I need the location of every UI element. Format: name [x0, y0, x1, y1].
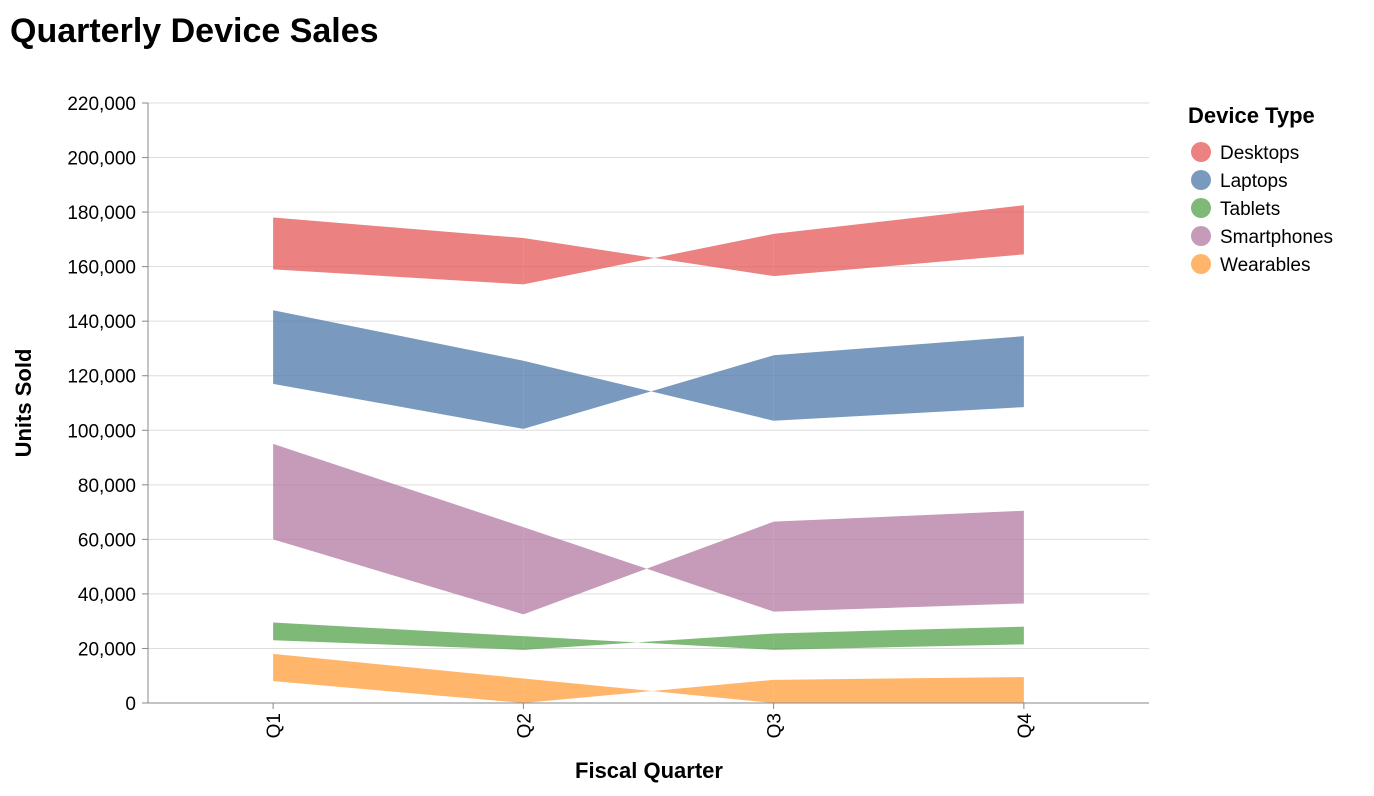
legend-swatch [1191, 198, 1211, 218]
y-axis: 0 20,000 40,000 60,000 80,000 100,000 120,000 1… [67, 94, 149, 715]
area-segment-desktops [523, 233, 774, 285]
area-segment-wearables [523, 678, 774, 703]
legend-label: Smartphones [1220, 227, 1333, 248]
area-segment-desktops [273, 217, 524, 285]
area-segment-wearables [273, 653, 524, 703]
y-tick-label: 0 [125, 694, 136, 715]
y-tick-label: 100,000 [67, 421, 136, 442]
area-segment-tablets [273, 622, 524, 650]
y-tick-label: 180,000 [67, 203, 136, 224]
legend-swatch [1191, 226, 1211, 246]
y-axis-title: Units Sold [11, 349, 36, 458]
legend-label: Wearables [1220, 255, 1310, 276]
y-tick-label: 200,000 [67, 149, 136, 170]
area-segment-laptops [273, 310, 524, 429]
y-tick-label: 160,000 [67, 258, 136, 279]
legend-swatch [1191, 254, 1211, 274]
chart-title: Quarterly Device Sales [10, 12, 379, 50]
y-tick-label: 40,000 [78, 585, 136, 606]
legend: Device Type Desktops Laptops Tablets Smartp… [1188, 103, 1333, 276]
area-segment-smartphones [273, 443, 524, 615]
x-tick-label: Q4 [1015, 713, 1036, 739]
y-tick-label: 120,000 [67, 367, 136, 388]
legend-label: Laptops [1220, 171, 1288, 192]
area-segment-wearables [773, 677, 1024, 703]
area-segment-laptops [773, 336, 1024, 421]
y-tick-label: 60,000 [78, 530, 136, 551]
legend-swatch [1191, 170, 1211, 190]
legend-label: Tablets [1220, 199, 1280, 220]
legend-swatch [1191, 142, 1211, 162]
y-tick-label: 20,000 [78, 639, 136, 660]
area-segment-desktops [773, 205, 1024, 277]
y-tick-label: 140,000 [67, 312, 136, 333]
area-segment-laptops [523, 355, 774, 429]
x-tick-label: Q1 [264, 713, 285, 738]
x-axis-title: Fiscal Quarter [575, 758, 723, 783]
x-tick-label: Q3 [765, 713, 786, 738]
areas [273, 205, 1024, 703]
x-axis: Q1 Q2 Q3 Q4 [148, 702, 1149, 739]
y-tick-label: 80,000 [78, 476, 136, 497]
y-tick-label: 220,000 [67, 94, 136, 115]
area-segment-tablets [773, 626, 1024, 650]
area-segment-tablets [523, 633, 774, 650]
legend-label: Desktops [1220, 143, 1299, 164]
area-segment-smartphones [773, 510, 1024, 612]
area-segment-smartphones [523, 521, 774, 615]
legend-title: Device Type [1188, 103, 1315, 128]
x-tick-label: Q2 [514, 713, 535, 738]
